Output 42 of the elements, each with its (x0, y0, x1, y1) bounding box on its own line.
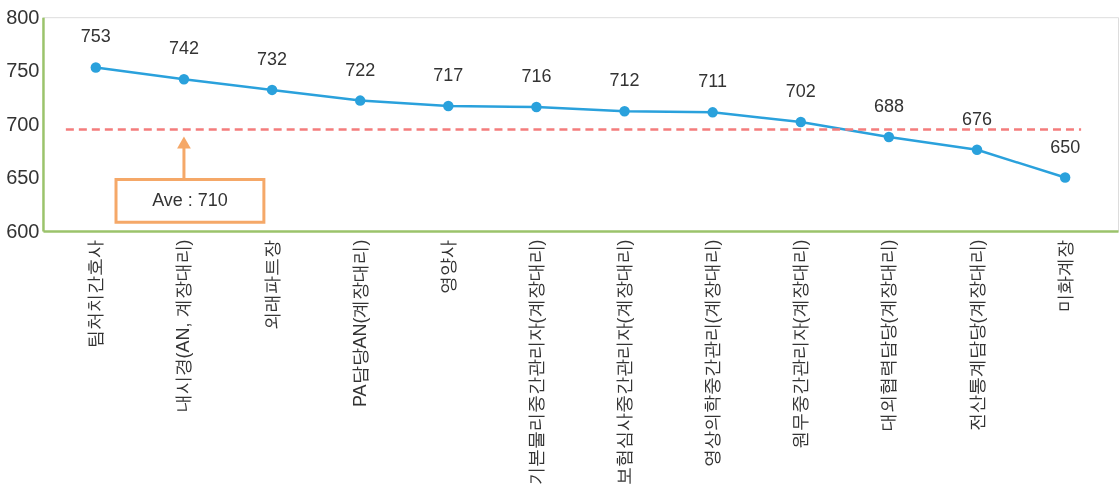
y-tick-label: 600 (6, 219, 40, 242)
data-label: 711 (698, 71, 727, 92)
data-label: 702 (785, 80, 816, 101)
point (619, 106, 630, 117)
point (707, 107, 718, 118)
data-label: 676 (962, 108, 993, 129)
point (531, 101, 542, 113)
x-tick-label: PA담당AN(계장대리) (349, 239, 370, 408)
x-tick-label: 내시경(AN, 계장대리) (173, 239, 194, 413)
x-tick-label: 전산통계담당(계장대리) (966, 239, 987, 432)
data-label: 650 (1050, 136, 1081, 157)
x-tick-label: 팀처치간호사 (85, 239, 106, 348)
x-tick-label: 원무중간관리자(계장대리) (790, 239, 811, 450)
point (354, 95, 366, 106)
x-tick-label: 영양사 (437, 239, 458, 294)
data-label: 712 (609, 70, 640, 91)
y-tick-label: 700 (6, 112, 40, 135)
data-label: 716 (521, 66, 552, 87)
point (971, 144, 983, 155)
annotation: Ave : 710 (152, 190, 228, 211)
data-label: 722 (345, 59, 376, 80)
point (266, 84, 278, 96)
y-tick-label: 650 (6, 166, 40, 189)
data-label: 753 (80, 26, 111, 47)
y-tick-label: 800 (6, 5, 40, 28)
x-tick-label: 기본물리중간관리자(계장대리) (525, 239, 546, 486)
point (90, 62, 102, 73)
point (178, 73, 190, 85)
data-label: 717 (433, 64, 464, 85)
point (1059, 172, 1071, 183)
point (883, 131, 895, 143)
data-label: 742 (168, 38, 199, 59)
data-label: 732 (257, 48, 288, 69)
point (795, 116, 807, 128)
x-tick-label: 외래파트장 (261, 239, 282, 330)
x-tick-label: 대외협력담당(계장대리) (878, 239, 899, 432)
x-tick-label: 영상의학중간관리(계장대리) (702, 239, 723, 468)
point (443, 100, 454, 112)
data-label: 688 (873, 95, 904, 116)
x-tick-label: 미화계장 (1054, 239, 1075, 312)
y-tick-label: 750 (6, 59, 40, 82)
x-tick-label: 보험심사중간관리자(계장대리) (614, 239, 635, 486)
